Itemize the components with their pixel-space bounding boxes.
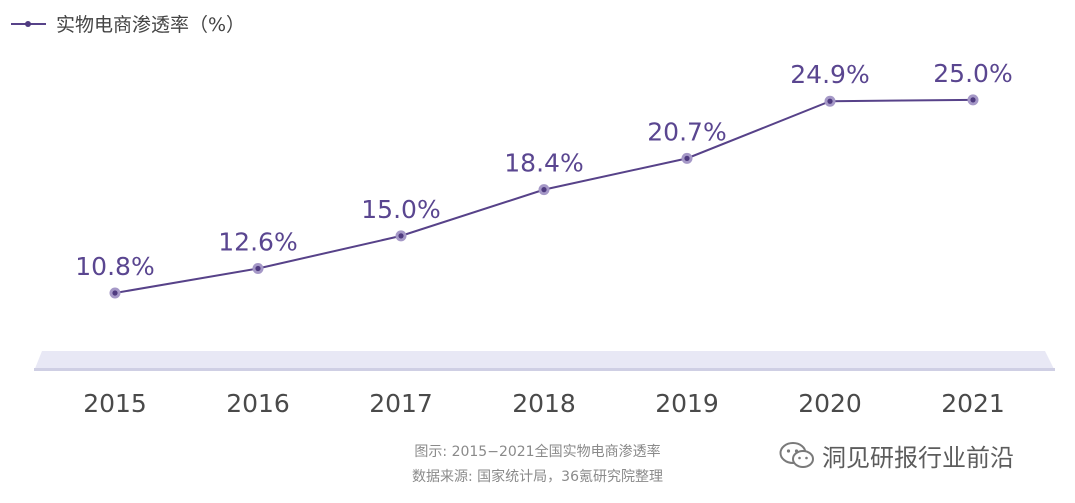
legend: 实物电商渗透率（%） — [11, 14, 245, 36]
x-tick-label: 2021 — [941, 389, 1005, 418]
data-point — [395, 230, 407, 242]
data-point — [824, 95, 836, 107]
x-tick-label: 2016 — [226, 389, 290, 418]
data-point-marker — [970, 97, 976, 103]
data-point — [252, 263, 264, 275]
data-source: 数据来源: 国家统计局，36氪研究院整理 — [412, 469, 663, 485]
wechat-icon — [778, 440, 816, 472]
data-label: 10.8% — [75, 252, 154, 281]
data-point-marker — [112, 290, 118, 296]
x-tick-label: 2018 — [512, 389, 576, 418]
data-label: 18.4% — [504, 149, 583, 178]
data-label: 24.9% — [790, 60, 869, 89]
data-point-marker — [827, 98, 833, 104]
line-chart: 实物电商渗透率（%） 10.8% 12.6% 15.0% 18.4% 20.7% 24.9… — [11, 14, 1055, 418]
data-point-marker — [541, 187, 547, 193]
data-label: 25.0% — [933, 59, 1012, 88]
data-point — [967, 94, 979, 106]
watermark: 洞见研报行业前沿 — [778, 438, 1014, 473]
series-layer: 10.8% 12.6% 15.0% 18.4% 20.7% 24.9% 25.0% — [75, 59, 1013, 299]
data-label: 20.7% — [647, 117, 726, 146]
data-point — [109, 287, 121, 299]
data-point-marker — [398, 233, 404, 239]
data-label: 12.6% — [218, 228, 297, 257]
series-line — [114, 98, 974, 294]
x-tick-label: 2019 — [655, 389, 719, 418]
x-axis-ticks: 2015 2016 2017 2018 2019 2020 2021 — [83, 389, 1005, 418]
data-point — [681, 152, 693, 164]
x-axis-band — [34, 351, 1055, 371]
legend-label: 实物电商渗透率（%） — [56, 14, 245, 36]
data-label: 15.0% — [361, 195, 440, 224]
watermark-text: 洞见研报行业前沿 — [822, 444, 1014, 472]
x-tick-label: 2020 — [798, 389, 862, 418]
legend-marker-swatch — [25, 21, 31, 27]
data-point — [538, 184, 550, 196]
x-tick-label: 2015 — [83, 389, 147, 418]
x-tick-label: 2017 — [369, 389, 433, 418]
figure-caption: 图示: 2015−2021全国实物电商渗透率 — [414, 444, 661, 460]
data-point-marker — [255, 265, 261, 272]
data-point-marker — [684, 155, 690, 161]
